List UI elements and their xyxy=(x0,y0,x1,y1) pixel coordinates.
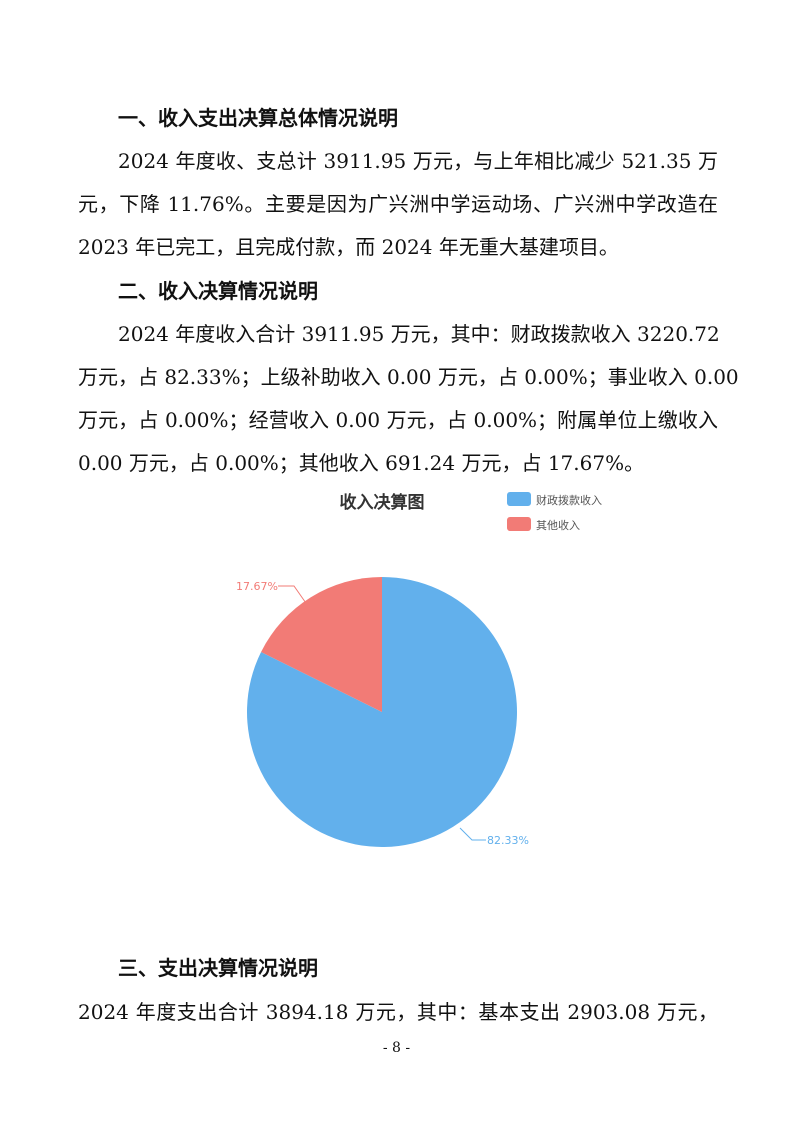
paragraph-line: 2023 年已完工，且完成付款，而 2024 年无重大基建项目。 xyxy=(78,235,619,259)
legend-swatch-0[interactable] xyxy=(507,492,531,506)
section1-heading: 一、收入支出决算总体情况说明 xyxy=(118,106,398,130)
paragraph-line: 0.00 万元，占 0.00%；其他收入 691.24 万元，占 17.67%。 xyxy=(78,451,645,475)
legend-label-1[interactable]: 其他收入 xyxy=(536,518,580,532)
paragraph-line: 2024 年度收、支总计 3911.95 万元，与上年相比减少 521.35 万 xyxy=(118,149,718,173)
income-pie-chart: 收入决算图 财政拨款收入 其他收入 17.67% 82.33% xyxy=(236,492,602,847)
paragraph-line: 2024 年度支出合计 3894.18 万元，其中：基本支出 2903.08 万… xyxy=(78,1000,718,1024)
pie-slice-1[interactable] xyxy=(261,577,382,712)
label-leader-line-0 xyxy=(459,827,486,841)
chart-title: 收入决算图 xyxy=(340,492,425,513)
paragraph-line: 万元，占 82.33%；上级补助收入 0.00 万元，占 0.00%；事业收入 … xyxy=(78,365,739,389)
legend-swatch-1[interactable] xyxy=(507,517,531,531)
paragraph-line: 2024 年度收入合计 3911.95 万元，其中：财政拨款收入 3220.72 xyxy=(118,322,720,346)
label-leader-line-1 xyxy=(278,585,309,607)
data-label-0: 82.33% xyxy=(487,834,529,847)
section3-heading: 三、支出决算情况说明 xyxy=(118,956,318,980)
section2-heading: 二、收入决算情况说明 xyxy=(118,279,318,303)
data-label-1: 17.67% xyxy=(236,580,278,593)
legend-label-0[interactable]: 财政拨款收入 xyxy=(536,493,602,507)
chart-legend: 财政拨款收入 其他收入 xyxy=(507,492,602,532)
paragraph-line: 万元，占 0.00%；经营收入 0.00 万元，占 0.00%；附属单位上缴收入 xyxy=(78,408,718,432)
page-number: - 8 - xyxy=(382,1040,411,1056)
paragraph-line: 元，下降 11.76%。主要是因为广兴洲中学运动场、广兴洲中学改造在 xyxy=(78,192,718,216)
